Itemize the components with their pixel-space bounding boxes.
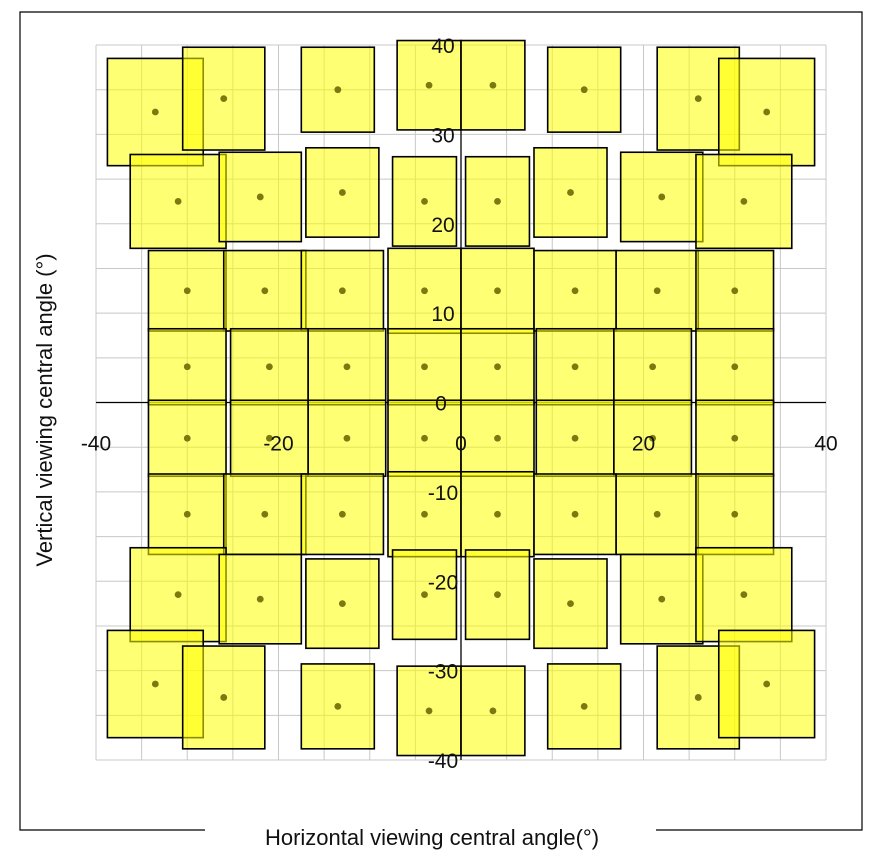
y-axis-title: Vertical viewing central angle (°): [32, 253, 57, 566]
center-point: [343, 363, 351, 371]
y-tick-label: 10: [431, 303, 454, 326]
center-point: [151, 680, 159, 688]
center-point: [338, 189, 346, 196]
center-point: [731, 287, 739, 295]
center-point: [489, 81, 497, 89]
center-point: [425, 707, 433, 715]
tick-labels: -40 -20 0 20 40 -40 -30 -20 -10 0 10 20 30 40: [81, 35, 838, 773]
center-point: [334, 86, 342, 94]
center-point: [580, 702, 588, 710]
center-point: [261, 287, 269, 295]
outer-frame: [19, 11, 863, 831]
viewing-field-square: [613, 399, 693, 478]
center-point: [494, 363, 501, 371]
center-point: [653, 287, 661, 295]
center-point: [763, 680, 771, 688]
center-point: [731, 434, 739, 442]
center-point: [256, 193, 264, 201]
center-point: [338, 600, 346, 607]
center-point: [265, 363, 273, 371]
center-point: [653, 510, 661, 518]
x-tick-label: 20: [632, 433, 655, 456]
center-point: [174, 591, 182, 599]
y-tick-label: 0: [435, 393, 447, 416]
center-point: [571, 434, 579, 442]
center-point: [421, 591, 428, 599]
center-point: [649, 363, 657, 371]
center-point: [494, 198, 501, 205]
viewing-field-square: [546, 663, 622, 750]
center-point: [183, 510, 191, 518]
center-point: [494, 510, 501, 518]
center-point: [567, 600, 574, 607]
y-tick-label: 30: [431, 124, 454, 147]
center-point: [658, 595, 666, 603]
center-point: [567, 189, 574, 196]
center-points: [151, 81, 771, 715]
center-point: [731, 363, 739, 371]
y-tick-label: -10: [428, 482, 458, 505]
center-point: [174, 198, 182, 205]
center-point: [489, 707, 497, 715]
x-axis-title: Horizontal viewing central angle(°): [265, 825, 599, 850]
center-point: [425, 81, 433, 89]
x-tick-label: 0: [455, 433, 467, 456]
center-point: [494, 434, 501, 442]
viewing-field-square: [147, 473, 227, 556]
frame-line: [19, 11, 863, 831]
center-point: [571, 287, 579, 295]
center-point: [421, 287, 428, 295]
y-tick-label: -30: [428, 661, 458, 684]
center-point: [421, 198, 428, 205]
y-tick-label: 40: [431, 35, 454, 58]
center-point: [740, 591, 748, 599]
center-point: [694, 694, 702, 701]
center-point: [256, 595, 264, 603]
center-point: [494, 287, 501, 295]
center-point: [334, 702, 342, 710]
center-point: [694, 95, 702, 103]
center-point: [338, 510, 346, 518]
center-point: [421, 363, 428, 371]
center-point: [261, 510, 269, 518]
center-point: [580, 86, 588, 94]
x-tick-label: 40: [814, 433, 837, 456]
center-point: [220, 95, 228, 103]
center-point: [265, 434, 273, 442]
x-tick-label: -40: [81, 433, 111, 456]
center-point: [740, 198, 748, 205]
viewing-field-square: [147, 249, 227, 332]
center-point: [343, 434, 351, 442]
center-point: [494, 591, 501, 599]
center-point: [763, 108, 771, 116]
center-point: [338, 287, 346, 295]
center-point: [183, 434, 191, 442]
y-tick-label: -20: [428, 571, 458, 594]
center-point: [649, 434, 657, 442]
center-point: [421, 510, 428, 518]
center-point: [571, 363, 579, 371]
center-point: [220, 694, 228, 701]
x-tick-label: -20: [263, 433, 293, 456]
center-point: [151, 108, 159, 116]
center-point: [731, 510, 739, 518]
center-point: [658, 193, 666, 201]
center-point: [183, 363, 191, 371]
y-tick-label: 20: [431, 214, 454, 237]
center-point: [571, 510, 579, 518]
y-tick-label: -40: [428, 750, 458, 773]
center-point: [183, 287, 191, 295]
center-point: [421, 434, 428, 442]
